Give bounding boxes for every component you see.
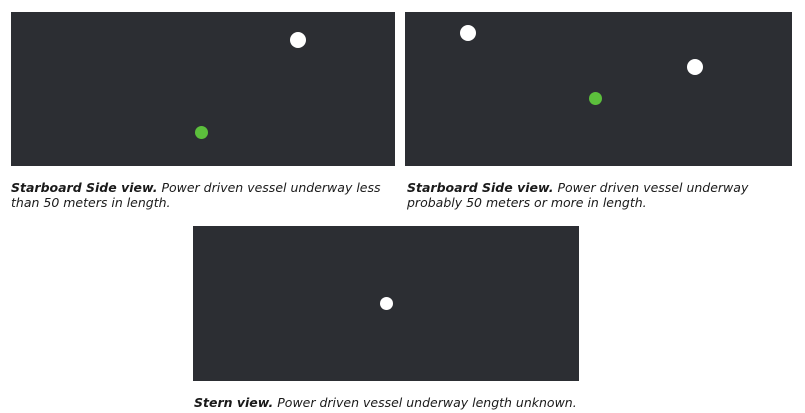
white-forward-masthead-light — [460, 25, 476, 41]
starboard-view-panel-long-vessel — [405, 12, 792, 166]
caption-title: Starboard Side view. — [11, 180, 158, 195]
caption-starboard-long: Starboard Side view. Power driven vessel… — [407, 180, 799, 210]
caption-body: Power driven vessel underway probably 50… — [407, 180, 749, 210]
white-masthead-light — [290, 32, 306, 48]
white-aft-masthead-light — [687, 59, 703, 75]
caption-body: Power driven vessel underway less than 5… — [11, 180, 381, 210]
white-stern-light — [380, 297, 393, 310]
stern-view-panel — [193, 226, 579, 381]
caption-stern: Stern view. Power driven vessel underway… — [194, 395, 694, 410]
green-sidelight — [589, 92, 602, 105]
green-sidelight — [195, 126, 208, 139]
caption-starboard-short: Starboard Side view. Power driven vessel… — [11, 180, 399, 210]
caption-body: Power driven vessel underway length unkn… — [273, 395, 577, 410]
caption-title: Starboard Side view. — [407, 180, 554, 195]
starboard-view-panel-short-vessel — [11, 12, 395, 166]
caption-title: Stern view. — [194, 395, 274, 410]
